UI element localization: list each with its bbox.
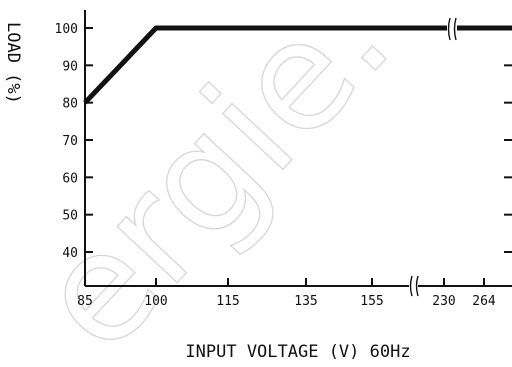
x-tick-label: 135 <box>294 294 317 309</box>
y-tick-label: 100 <box>55 22 78 37</box>
y-tick-label: 40 <box>62 246 78 261</box>
x-tick-label: 264 <box>472 294 496 309</box>
x-tick-label: 100 <box>144 294 167 309</box>
x-tick-label: 115 <box>216 294 239 309</box>
x-tick-label: 155 <box>360 294 383 309</box>
x-axis-title: INPUT VOLTAGE (V) 60Hz <box>185 342 410 362</box>
y-tick-label: 50 <box>62 209 78 224</box>
y-tick-label: 70 <box>62 134 78 149</box>
x-ticks: 85 100 115 135 155 230 264 <box>77 278 496 309</box>
x-tick-label: 85 <box>77 294 93 309</box>
y-ticks: 40 50 60 70 80 90 100 <box>55 22 512 261</box>
y-tick-label: 60 <box>62 171 78 186</box>
y-tick-label: 90 <box>62 59 78 74</box>
x-axis-break <box>409 275 419 297</box>
y-tick-label: 80 <box>62 97 78 112</box>
line-break-symbol <box>447 17 457 41</box>
x-tick-label: 230 <box>432 294 455 309</box>
series-group <box>83 25 512 105</box>
y-axis-title: LOAD (%) <box>3 22 23 104</box>
